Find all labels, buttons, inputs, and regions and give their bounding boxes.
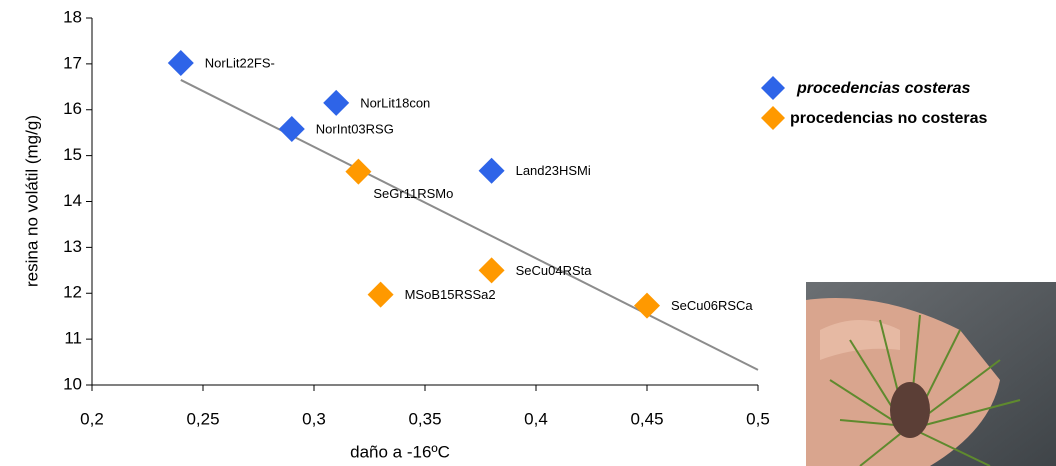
point xyxy=(167,49,194,76)
x-tick-label: 0,4 xyxy=(524,409,548,428)
y-tick-label: 14 xyxy=(63,191,82,210)
y-tick-label: 18 xyxy=(63,7,82,26)
point-label: MSoB15RSSa2 xyxy=(405,287,496,302)
point-label: NorLit22FS- xyxy=(205,55,275,70)
point xyxy=(634,292,660,319)
point-label: SeCu04RSta xyxy=(516,263,593,278)
point-label: SeCu06RSCa xyxy=(671,298,753,313)
x-tick-label: 0,3 xyxy=(302,409,326,428)
point xyxy=(323,89,350,116)
y-axis-title: resina no volátil (mg/g) xyxy=(22,115,41,287)
x-tick-label: 0,45 xyxy=(630,409,663,428)
point-label: Land23HSMi xyxy=(516,163,591,178)
point xyxy=(367,281,394,308)
x-tick-label: 0,25 xyxy=(186,409,219,428)
legend-label: procedencias no costeras xyxy=(790,110,988,127)
x-axis-title: daño a -16ºC xyxy=(350,442,450,461)
x-tick-label: 0,35 xyxy=(408,409,441,428)
y-tick-label: 16 xyxy=(63,99,82,118)
point-label: NorInt03RSG xyxy=(316,121,394,136)
legend-marker xyxy=(761,76,785,100)
y-tick-label: 17 xyxy=(63,53,82,72)
point xyxy=(478,157,505,184)
y-tick-label: 10 xyxy=(63,374,82,393)
trendline xyxy=(180,79,759,371)
x-tick-label: 0,5 xyxy=(746,409,770,428)
photo xyxy=(806,282,1056,466)
legend-label: procedencias costeras xyxy=(796,80,971,97)
y-tick-label: 12 xyxy=(63,283,82,302)
point xyxy=(278,116,305,143)
y-tick-label: 11 xyxy=(64,329,82,348)
legend-marker xyxy=(761,106,785,130)
point xyxy=(478,257,505,284)
point-label: SeGr11RSMo xyxy=(373,186,453,201)
point xyxy=(345,158,372,185)
x-tick-label: 0,2 xyxy=(80,409,104,428)
y-tick-label: 15 xyxy=(63,145,82,164)
y-tick-label: 13 xyxy=(63,237,82,256)
point-label: NorLit18con xyxy=(360,95,430,110)
